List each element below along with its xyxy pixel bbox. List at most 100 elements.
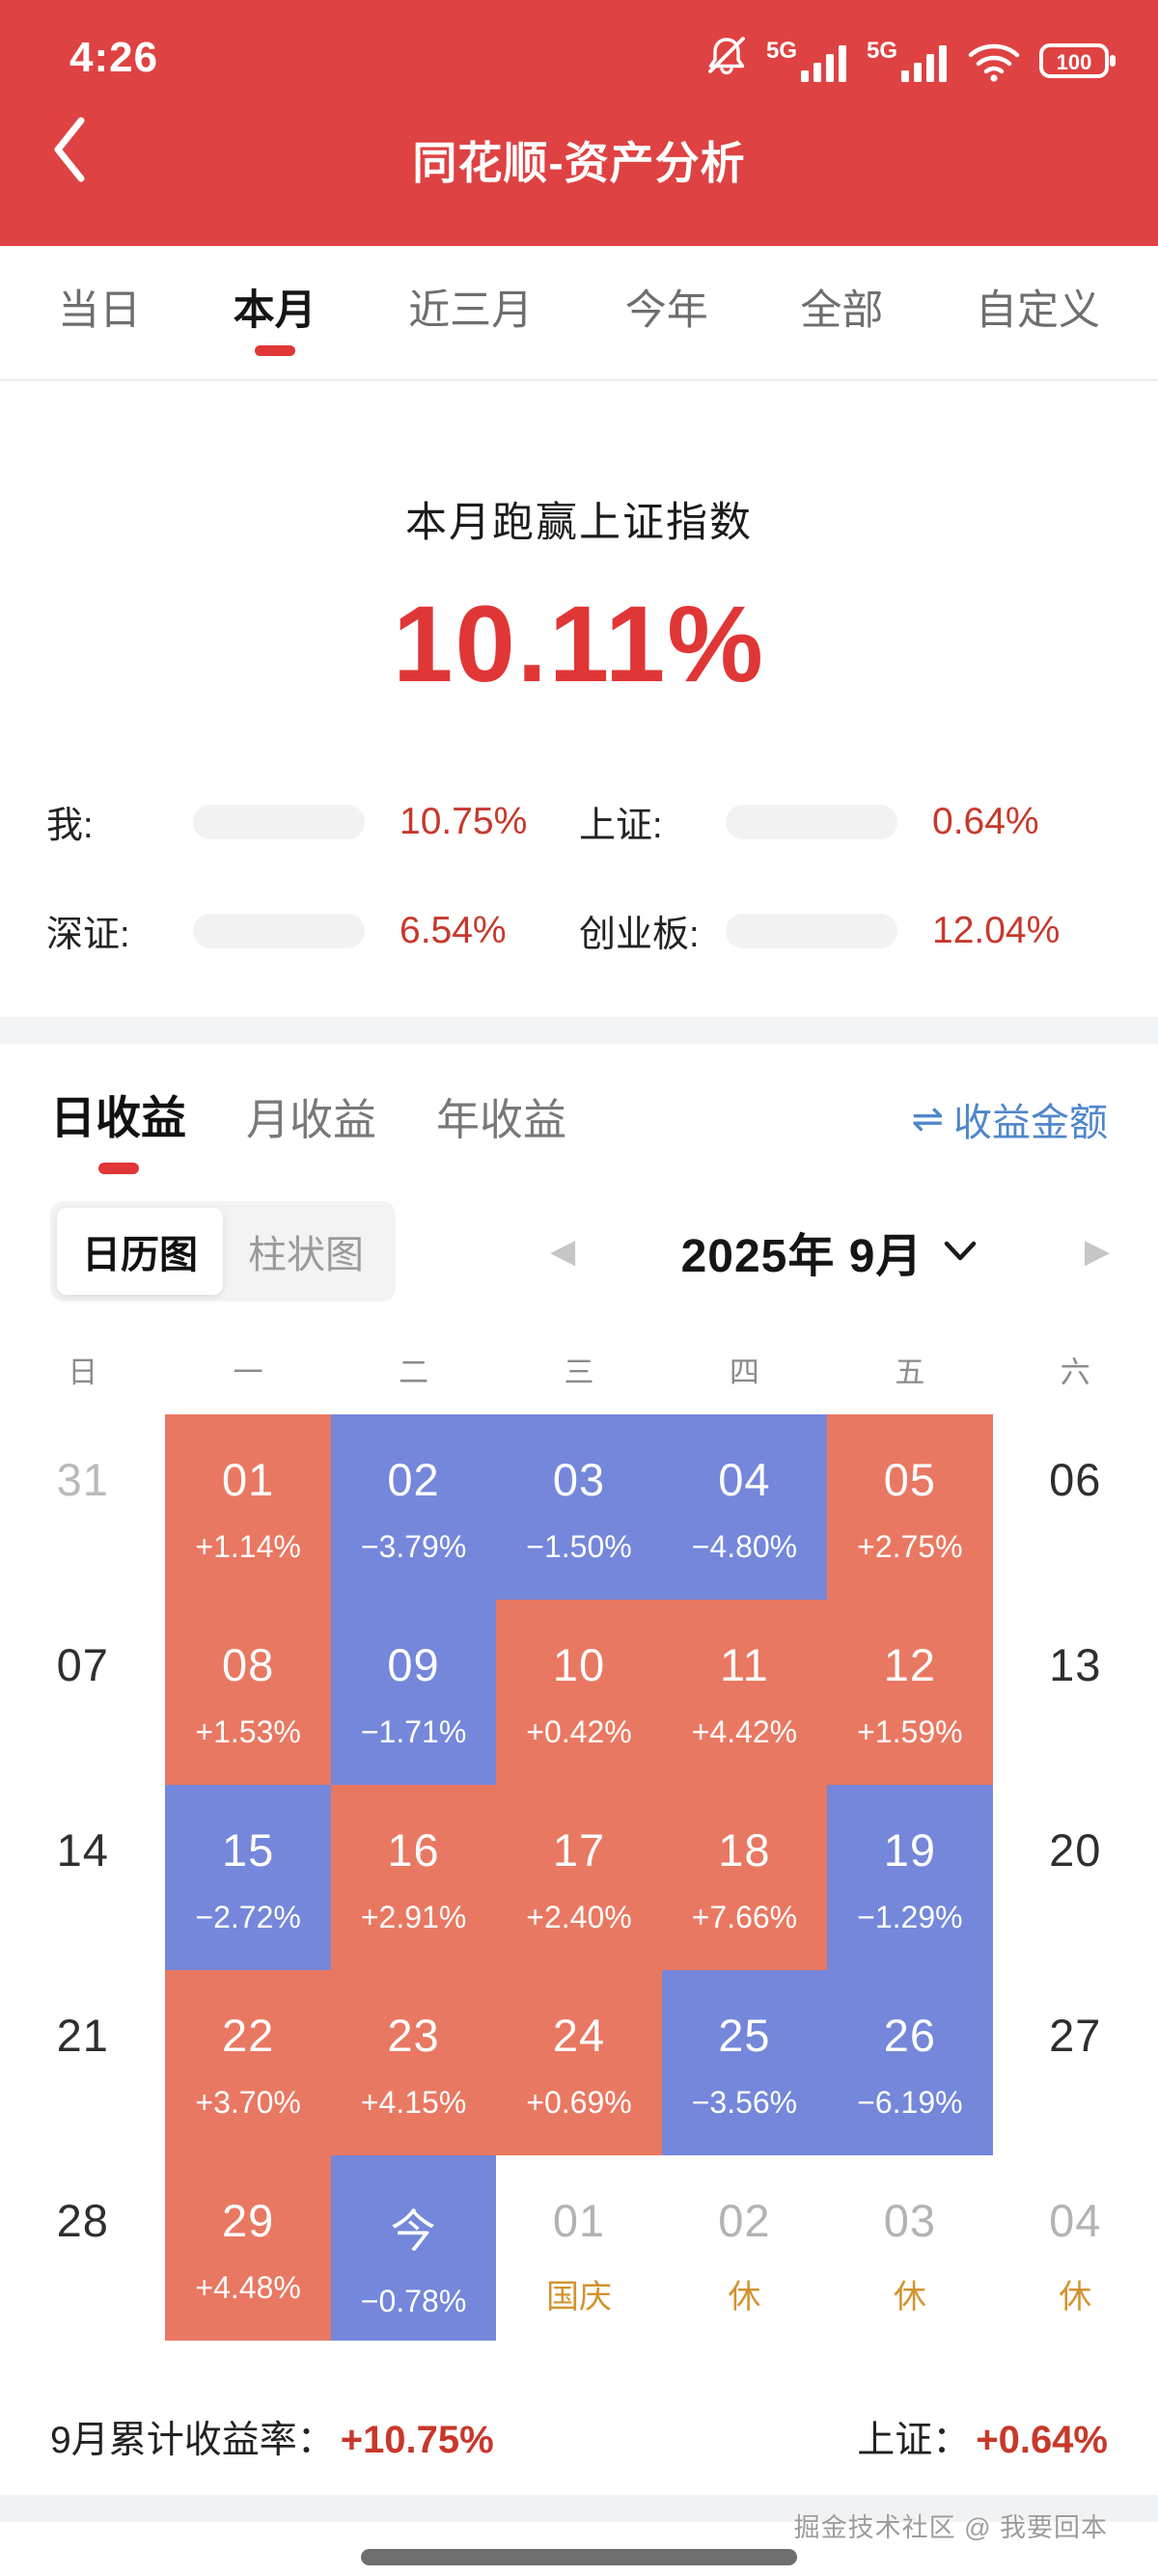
bottom-divider-band	[0, 2495, 1158, 2522]
calendar-day-cell[interactable]: 13	[993, 1600, 1158, 1785]
calendar-day-cell[interactable]: 17 +2.40%	[496, 1785, 662, 1970]
tab-label: 年收益	[436, 1095, 567, 1144]
calendar-day-cell[interactable]: 06	[993, 1414, 1158, 1600]
calendar-day-number: 28	[56, 2195, 109, 2246]
calendar-day-cell[interactable]: 03 休	[827, 2155, 992, 2341]
calendar-day-cell[interactable]: 15 −2.72%	[165, 1785, 331, 1970]
calendar-day-cell[interactable]: 25 −3.56%	[661, 1970, 828, 2155]
calendar-day-cell[interactable]: 10 +0.42%	[496, 1600, 662, 1785]
calendar-day-cell[interactable]: 31	[0, 1414, 165, 1600]
active-tab-indicator	[254, 345, 295, 356]
back-button[interactable]	[46, 113, 93, 186]
calendar-day-cell[interactable]: 28	[0, 2155, 165, 2341]
prev-month-button[interactable]: ◀	[550, 1233, 576, 1270]
tab-last-3-months[interactable]: 近三月	[406, 248, 535, 377]
tab-this-year[interactable]: 今年	[623, 248, 710, 377]
weekday-header: 日 一 二 三 四 五 六	[0, 1348, 1158, 1391]
calendar-day-number: 04	[1049, 2195, 1102, 2246]
calendar-day-cell[interactable]: 21	[0, 1970, 165, 2155]
calendar-day-cell[interactable]: 02 休	[662, 2155, 827, 2341]
calendar-day-return: 休	[1059, 2279, 1092, 2316]
calendar-day-cell[interactable]: 29 +4.48%	[165, 2155, 331, 2341]
status-icons: 5G 5G	[704, 33, 1117, 82]
calendar-day-number: 27	[1049, 2010, 1102, 2061]
home-indicator[interactable]	[361, 2549, 797, 2565]
calendar-day-cell[interactable]: 22 +3.70%	[165, 1970, 331, 2155]
benchmark-label: 我:	[46, 806, 94, 846]
view-option-calendar[interactable]: 日历图	[57, 1208, 223, 1295]
tab-daily-income[interactable]: 日收益	[50, 1081, 186, 1182]
calendar-day-cell[interactable]: 19 −1.29%	[827, 1785, 993, 1970]
network-badge: 5G	[866, 38, 897, 64]
calendar-day-cell[interactable]: 今 −0.78%	[330, 2155, 497, 2341]
progress-track	[193, 804, 365, 839]
calendar-day-number: 06	[1049, 1454, 1102, 1505]
watermark: 掘金技术社区 @ 我要回本	[793, 2513, 1108, 2542]
progress-track	[726, 804, 897, 839]
calendar-day-cell[interactable]: 11 +4.42%	[661, 1600, 828, 1785]
tab-this-month[interactable]: 本月	[232, 248, 318, 377]
status-time: 4:26	[69, 33, 159, 81]
calendar-day-number: 10	[552, 1639, 606, 1690]
month-summary-footer: 9月累计收益率： +10.75% 上证： +0.64%	[0, 2410, 1158, 2464]
view-option-bar-chart[interactable]: 柱状图	[223, 1208, 389, 1295]
calendar-day-number: 21	[56, 2010, 109, 2061]
calendar-day-number: 今	[390, 2206, 437, 2257]
calendar-day-cell[interactable]: 05 +2.75%	[827, 1414, 993, 1600]
status-bar: 4:26 5G 5G	[0, 0, 1158, 82]
calendar-day-cell[interactable]: 20	[993, 1785, 1158, 1970]
calendar-day-cell[interactable]: 01 +1.14%	[165, 1414, 331, 1600]
weekday-label: 六	[1060, 1356, 1090, 1389]
benchmark-value: 10.75%	[400, 800, 528, 842]
tab-monthly-income[interactable]: 月收益	[246, 1084, 376, 1182]
calendar-day-number: 04	[718, 1454, 771, 1505]
calendar-day-return: −2.72%	[195, 1900, 301, 1934]
calendar-day-number: 07	[56, 1639, 109, 1690]
tab-today[interactable]: 当日	[56, 248, 143, 377]
calendar-day-number: 31	[56, 1454, 109, 1505]
calendar-day-number: 05	[883, 1454, 936, 1505]
calendar-day-cell[interactable]: 04 −4.80%	[661, 1414, 828, 1600]
cumulative-return-value: +10.75%	[340, 2419, 494, 2461]
calendar-day-cell[interactable]: 01 国庆	[496, 2155, 661, 2341]
calendar-day-cell[interactable]: 09 −1.71%	[330, 1600, 497, 1785]
calendar-day-cell[interactable]: 02 −3.79%	[330, 1414, 497, 1600]
nav-bar: 同花顺-资产分析	[0, 88, 1158, 233]
swap-icon: ⇌	[911, 1098, 944, 1140]
calendar-day-cell[interactable]: 14	[0, 1785, 165, 1970]
tab-custom[interactable]: 自定义	[974, 248, 1102, 377]
benchmark-row-shanghai: 上证: 0.64%	[579, 795, 1112, 848]
calendar-day-cell[interactable]: 16 +2.91%	[330, 1785, 497, 1970]
calendar-controls: 日历图 柱状图 ◀ 2025年 9月 ▶	[0, 1182, 1158, 1302]
calendar-day-number: 20	[1049, 1824, 1102, 1876]
calendar-day-cell[interactable]: 04 休	[993, 2155, 1158, 2341]
calendar-day-number: 12	[883, 1639, 936, 1690]
month-selector[interactable]: 2025年 9月	[681, 1218, 979, 1285]
calendar-day-cell[interactable]: 27	[993, 1970, 1158, 2155]
next-month-button[interactable]: ▶	[1084, 1233, 1110, 1270]
tab-label: 全部	[800, 288, 884, 334]
calendar-day-cell[interactable]: 08 +1.53%	[165, 1600, 331, 1785]
calendar-day-cell[interactable]: 07	[0, 1600, 165, 1785]
calendar-day-cell[interactable]: 26 −6.19%	[827, 1970, 993, 2155]
tab-label: 日收益	[50, 1092, 186, 1143]
tab-yearly-income[interactable]: 年收益	[436, 1084, 566, 1182]
calendar-day-return: +2.91%	[360, 1900, 467, 1934]
tab-all[interactable]: 全部	[798, 248, 885, 377]
calendar-day-cell[interactable]: 12 +1.59%	[827, 1600, 993, 1785]
calendar-day-cell[interactable]: 03 −1.50%	[496, 1414, 662, 1600]
weekday-label: 三	[564, 1356, 594, 1389]
benchmark-label: 上证:	[579, 806, 663, 846]
summary-caption: 本月跑赢上证指数	[405, 500, 753, 546]
benchmark-label: 创业板:	[579, 915, 700, 955]
calendar-day-cell[interactable]: 18 +7.66%	[661, 1785, 828, 1970]
calendar-day-number: 02	[387, 1454, 440, 1505]
calendar-day-cell[interactable]: 23 +4.15%	[330, 1970, 497, 2155]
calendar-day-return: +1.53%	[195, 1714, 301, 1749]
progress-track	[193, 913, 365, 948]
income-amount-toggle[interactable]: ⇌ 收益金额	[911, 1091, 1108, 1182]
calendar-day-return: +3.70%	[195, 2085, 301, 2120]
calendar-day-cell[interactable]: 24 +0.69%	[496, 1970, 662, 2155]
calendar-day-return: +1.14%	[195, 1529, 301, 1564]
month-label: 2025年 9月	[680, 1231, 924, 1282]
